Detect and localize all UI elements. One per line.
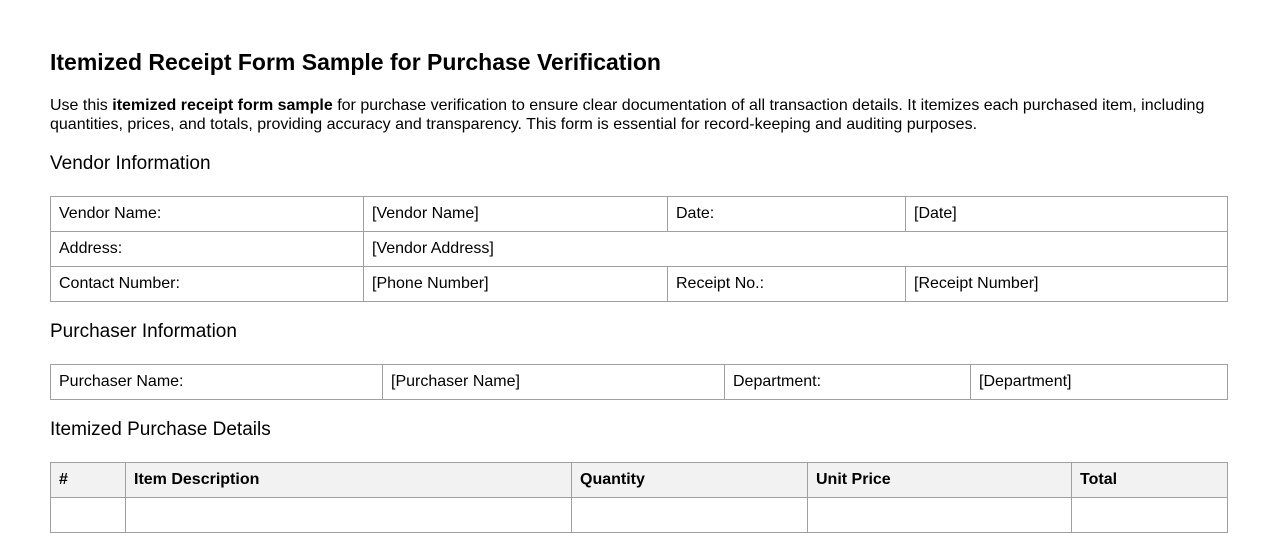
contact-label: Contact Number: <box>50 266 364 302</box>
vendor-table: Vendor Name: [Vendor Name] Date: [Date] … <box>50 196 1228 302</box>
address-value[interactable]: [Vendor Address] <box>363 231 1228 267</box>
address-label: Address: <box>50 231 364 267</box>
column-header-number: # <box>50 462 126 498</box>
column-header-total: Total <box>1071 462 1228 498</box>
items-heading: Itemized Purchase Details <box>50 419 271 440</box>
vendor-heading: Vendor Information <box>50 153 211 174</box>
date-label: Date: <box>667 196 906 232</box>
column-header-unit-price: Unit Price <box>807 462 1072 498</box>
vendor-name-label: Vendor Name: <box>50 196 364 232</box>
table-header-row: # Item Description Quantity Unit Price T… <box>50 462 1228 498</box>
vendor-name-value[interactable]: [Vendor Name] <box>363 196 668 232</box>
receipt-value[interactable]: [Receipt Number] <box>905 266 1228 302</box>
table-row: Vendor Name: [Vendor Name] Date: [Date] <box>50 196 1228 232</box>
purchaser-table: Purchaser Name: [Purchaser Name] Departm… <box>50 364 1228 400</box>
table-row: Address: [Vendor Address] <box>50 231 1228 267</box>
department-label: Department: <box>724 364 971 400</box>
purchaser-name-label: Purchaser Name: <box>50 364 383 400</box>
intro-text: Use this <box>50 97 113 114</box>
intro-bold-text: itemized receipt form sample <box>112 97 333 114</box>
date-value[interactable]: [Date] <box>905 196 1228 232</box>
department-value[interactable]: [Department] <box>970 364 1228 400</box>
receipt-label: Receipt No.: <box>667 266 906 302</box>
intro-text-rest: for purchase verification to ensure clea… <box>50 97 1205 133</box>
intro-paragraph: Use this itemized receipt form sample fo… <box>50 97 1230 134</box>
column-header-quantity: Quantity <box>571 462 808 498</box>
column-header-description: Item Description <box>125 462 572 498</box>
table-row <box>50 497 1228 533</box>
table-row: Purchaser Name: [Purchaser Name] Departm… <box>50 364 1228 400</box>
purchaser-heading: Purchaser Information <box>50 321 237 342</box>
cell[interactable] <box>1071 497 1228 533</box>
cell[interactable] <box>125 497 572 533</box>
items-table: # Item Description Quantity Unit Price T… <box>50 462 1228 533</box>
page-title: Itemized Receipt Form Sample for Purchas… <box>50 49 661 75</box>
table-row: Contact Number: [Phone Number] Receipt N… <box>50 266 1228 302</box>
cell[interactable] <box>807 497 1072 533</box>
cell[interactable] <box>50 497 126 533</box>
purchaser-name-value[interactable]: [Purchaser Name] <box>382 364 725 400</box>
cell[interactable] <box>571 497 808 533</box>
contact-value[interactable]: [Phone Number] <box>363 266 668 302</box>
